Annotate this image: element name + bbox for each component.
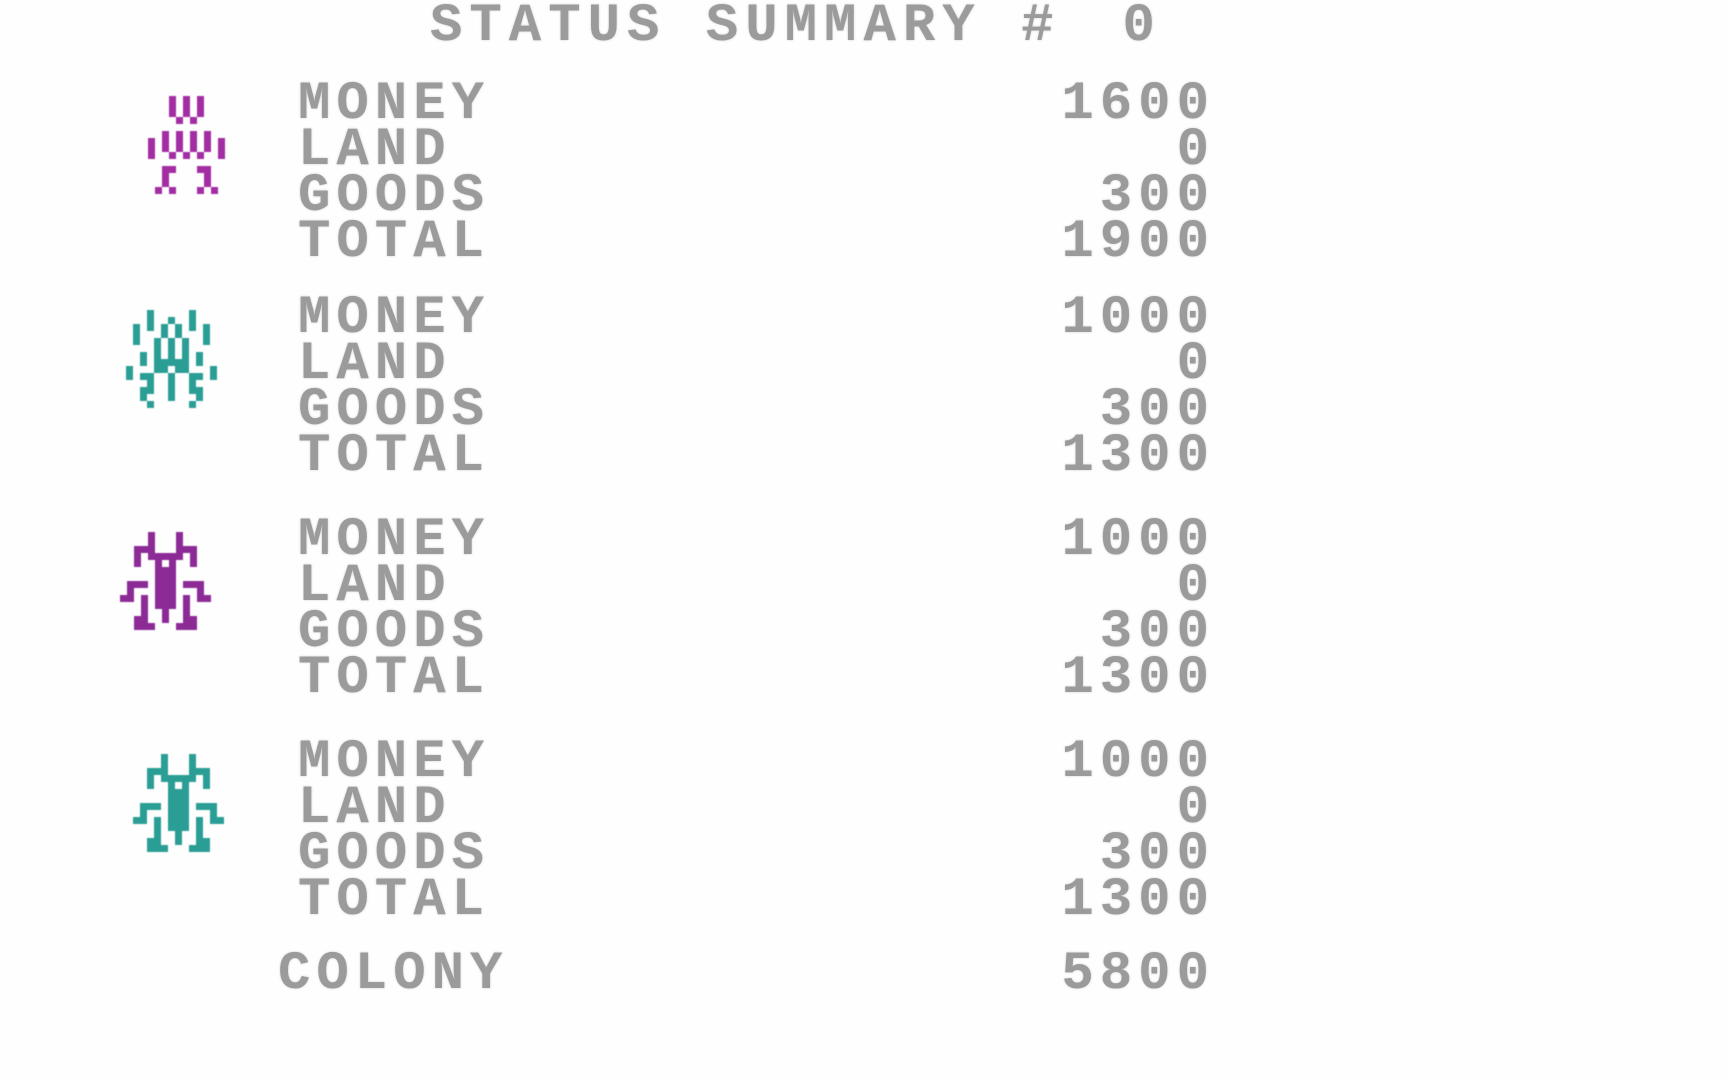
player1-block: MONEY 1600 LAND 0 GOODS 300 TOTAL 1900 <box>0 74 1728 273</box>
player4-avatar-icon <box>133 754 224 852</box>
stat-row: GOODS 300 <box>298 602 1215 663</box>
stat-value: 0 <box>1176 556 1215 617</box>
stat-value: 1600 <box>1061 74 1215 135</box>
stat-value: 1900 <box>1061 212 1215 273</box>
stat-label: LAND <box>298 778 452 839</box>
stat-row: LAND 0 <box>298 778 1215 839</box>
stat-row: GOODS 300 <box>298 824 1215 885</box>
stat-row: MONEY 1000 <box>298 288 1215 349</box>
stat-value: 300 <box>1099 602 1215 663</box>
screen-title: STATUS SUMMARY # 0 <box>430 0 1162 57</box>
stat-label: GOODS <box>298 824 491 885</box>
player4-stats: MONEY 1000 LAND 0 GOODS 300 TOTAL 1300 <box>298 732 1215 931</box>
stat-row: LAND 0 <box>298 120 1215 181</box>
stat-label: LAND <box>298 334 452 395</box>
stat-value: 1300 <box>1061 426 1215 487</box>
stat-value: 1000 <box>1061 732 1215 793</box>
stat-label: MONEY <box>298 510 491 571</box>
stat-label: GOODS <box>298 602 491 663</box>
stat-label: TOTAL <box>298 212 491 273</box>
stat-row: MONEY 1600 <box>298 74 1215 135</box>
stat-row: GOODS 300 <box>298 166 1215 227</box>
stat-value: 1000 <box>1061 510 1215 571</box>
player2-stats: MONEY 1000 LAND 0 GOODS 300 TOTAL 1300 <box>298 288 1215 487</box>
stat-row: GOODS 300 <box>298 380 1215 441</box>
stat-label: TOTAL <box>298 870 491 931</box>
player1-stats: MONEY 1600 LAND 0 GOODS 300 TOTAL 1900 <box>298 74 1215 273</box>
player2-block: MONEY 1000 LAND 0 GOODS 300 TOTAL 1300 <box>0 288 1728 487</box>
stat-value: 300 <box>1099 380 1215 441</box>
stat-row: MONEY 1000 <box>298 510 1215 571</box>
round-number: 0 <box>1122 0 1162 57</box>
player3-stats: MONEY 1000 LAND 0 GOODS 300 TOTAL 1300 <box>298 510 1215 709</box>
player2-avatar-icon <box>126 310 217 408</box>
stat-label: LAND <box>298 556 452 617</box>
stat-label: TOTAL <box>298 426 491 487</box>
player4-block: MONEY 1000 LAND 0 GOODS 300 TOTAL 1300 <box>0 732 1728 931</box>
stat-value: 0 <box>1176 778 1215 839</box>
screen-title-label: STATUS SUMMARY # <box>430 0 1061 57</box>
stat-row: LAND 0 <box>298 556 1215 617</box>
stat-label: TOTAL <box>298 648 491 709</box>
stat-label: MONEY <box>298 288 491 349</box>
player1-avatar-icon <box>148 96 225 194</box>
stat-row: TOTAL 1300 <box>298 648 1215 709</box>
player3-block: MONEY 1000 LAND 0 GOODS 300 TOTAL 1300 <box>0 510 1728 709</box>
stat-value: 1000 <box>1061 288 1215 349</box>
stat-value: 0 <box>1176 334 1215 395</box>
stat-row: TOTAL 1300 <box>298 870 1215 931</box>
player3-avatar-icon <box>120 532 211 630</box>
stat-label: MONEY <box>298 74 491 135</box>
stat-label: GOODS <box>298 380 491 441</box>
colony-value: 5800 <box>1061 944 1215 1005</box>
stat-label: LAND <box>298 120 452 181</box>
stat-row: TOTAL 1300 <box>298 426 1215 487</box>
stat-row: LAND 0 <box>298 334 1215 395</box>
stat-row: TOTAL 1900 <box>298 212 1215 273</box>
colony-row: COLONY 5800 <box>278 944 1215 1005</box>
stat-label: MONEY <box>298 732 491 793</box>
stat-label: GOODS <box>298 166 491 227</box>
stat-value: 300 <box>1099 166 1215 227</box>
stat-value: 1300 <box>1061 648 1215 709</box>
stat-value: 1300 <box>1061 870 1215 931</box>
colony-label: COLONY <box>278 944 509 1005</box>
stat-value: 300 <box>1099 824 1215 885</box>
stat-value: 0 <box>1176 120 1215 181</box>
stat-row: MONEY 1000 <box>298 732 1215 793</box>
